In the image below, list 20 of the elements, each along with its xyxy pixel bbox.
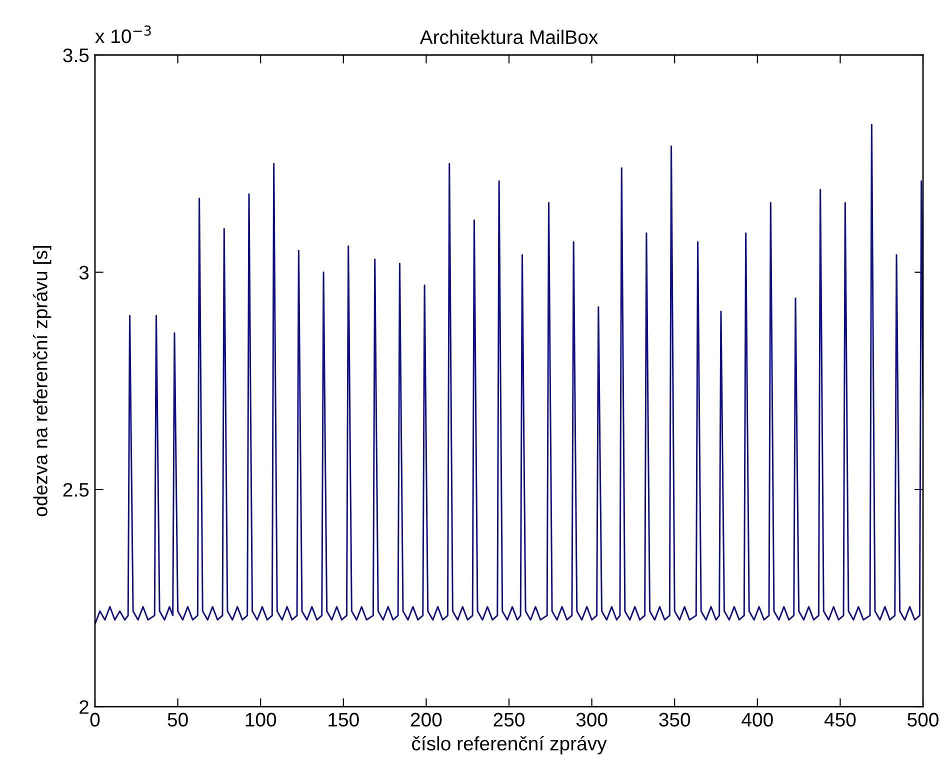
x-tick-label: 100 [246,712,276,727]
x-tick-label: 500 [908,712,938,727]
x-axis-title: číslo referenční zprávy [412,736,607,754]
text: x 10$^{−3}$ [95,25,151,44]
y-tick-label: 3.5 [63,48,89,62]
y-tick-label: 2.5 [63,482,89,497]
x-tick-label: 0 [90,712,100,727]
y-tick-label: 3 [79,266,89,280]
chart-title: Architektura MailBox [420,30,598,44]
x-tick-label: 50 [168,712,188,727]
x-tick-label: 150 [328,712,359,727]
y-tick-label: 2 [80,700,88,714]
x-tick-label: 350 [659,712,690,727]
x-tick-label: 250 [494,712,524,727]
line-series [94,124,924,625]
x-tick-label: 300 [576,712,608,727]
x-tick-label: 400 [742,712,773,727]
y-axis-title: odezva na referenční zprávu [s] [32,246,52,516]
x-tick-label: 450 [824,712,856,727]
x-tick-label: 200 [410,712,442,727]
